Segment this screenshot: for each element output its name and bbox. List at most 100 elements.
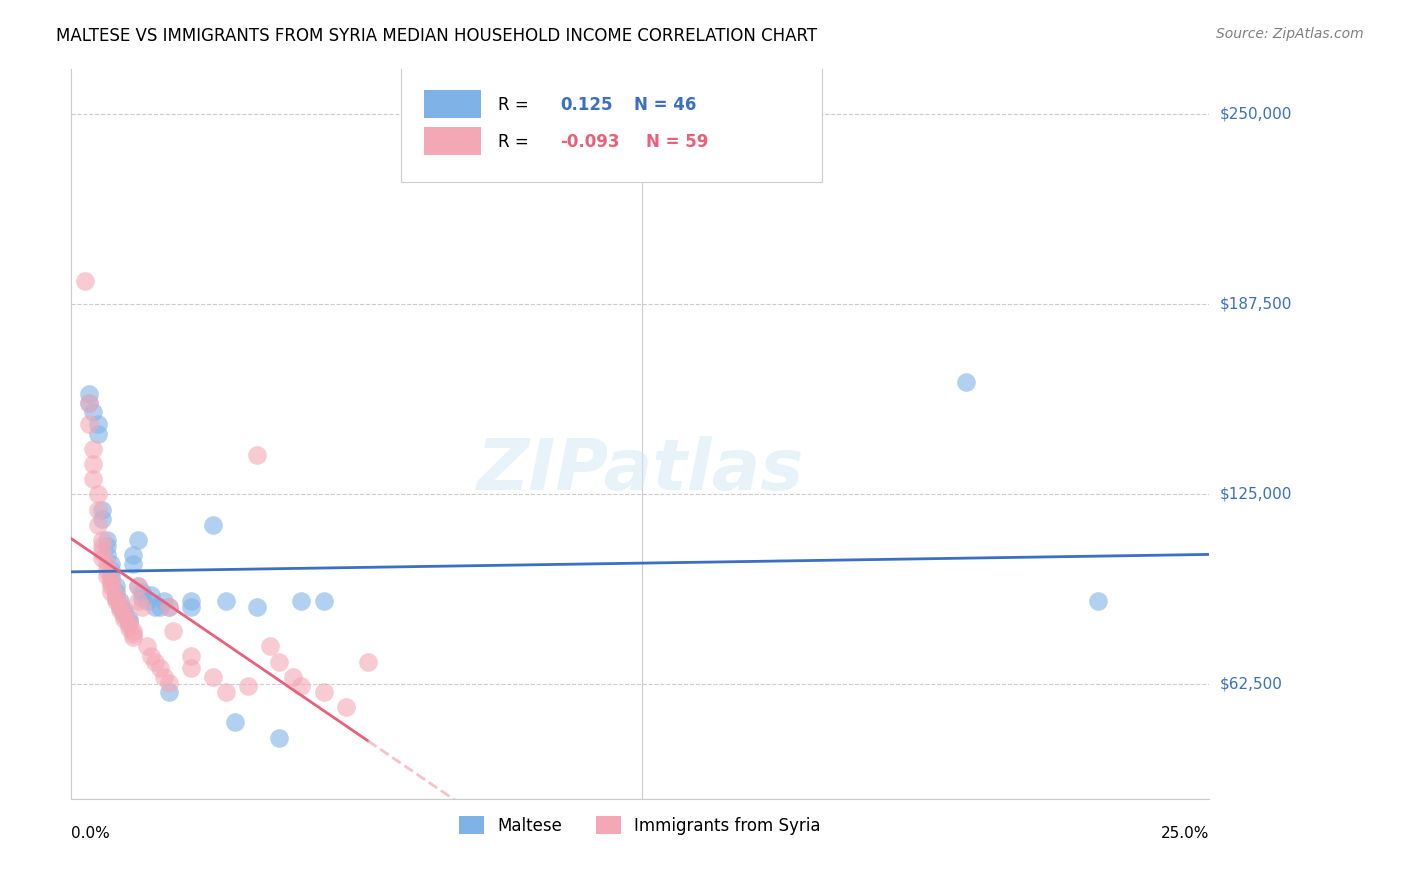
Point xyxy=(118,621,141,635)
Point xyxy=(139,588,162,602)
Point xyxy=(162,624,184,639)
Point xyxy=(215,685,238,699)
Point xyxy=(91,533,114,547)
Point xyxy=(139,648,162,663)
Text: 0.0%: 0.0% xyxy=(72,826,110,841)
Point xyxy=(100,558,122,572)
Text: 0.125: 0.125 xyxy=(561,96,613,114)
Point xyxy=(100,579,122,593)
Text: ZIPatlas: ZIPatlas xyxy=(477,435,804,505)
Point xyxy=(180,648,202,663)
Point xyxy=(269,655,291,669)
Text: $250,000: $250,000 xyxy=(1220,107,1292,121)
Point xyxy=(127,579,149,593)
Point xyxy=(122,627,145,641)
Text: N = 46: N = 46 xyxy=(634,96,697,114)
Point xyxy=(127,579,149,593)
Point xyxy=(153,670,176,684)
Point xyxy=(122,630,145,644)
Point xyxy=(91,512,114,526)
Point xyxy=(77,396,100,410)
Point xyxy=(143,655,166,669)
Point xyxy=(157,599,180,614)
Point xyxy=(238,679,260,693)
Point xyxy=(104,591,127,605)
Point xyxy=(87,487,110,501)
Point xyxy=(91,502,114,516)
Point xyxy=(77,387,100,401)
Text: R =: R = xyxy=(498,133,529,151)
Point xyxy=(180,594,202,608)
Point xyxy=(122,624,145,639)
Point xyxy=(96,558,118,572)
Point xyxy=(122,548,145,562)
Point xyxy=(335,700,357,714)
Point xyxy=(100,575,122,590)
Point xyxy=(157,676,180,690)
Point xyxy=(157,599,180,614)
Point xyxy=(87,517,110,532)
Point xyxy=(246,448,269,462)
Point xyxy=(118,612,141,626)
Point xyxy=(118,615,141,629)
Point xyxy=(100,563,122,577)
Text: $187,500: $187,500 xyxy=(1220,297,1292,312)
Point xyxy=(224,715,246,730)
Point xyxy=(108,597,131,611)
Point xyxy=(312,685,335,699)
Point xyxy=(96,533,118,547)
Point xyxy=(73,275,96,289)
Point xyxy=(281,670,304,684)
Point xyxy=(108,599,131,614)
Point xyxy=(82,457,104,471)
Point xyxy=(87,417,110,432)
Point xyxy=(96,539,118,553)
Text: $62,500: $62,500 xyxy=(1220,677,1284,692)
Point xyxy=(87,502,110,516)
Point xyxy=(96,563,118,577)
Point xyxy=(153,594,176,608)
Point xyxy=(135,594,157,608)
Point xyxy=(246,599,269,614)
Point xyxy=(82,442,104,456)
Point xyxy=(955,375,977,389)
Point xyxy=(96,548,118,562)
Point xyxy=(82,405,104,419)
Point xyxy=(357,655,380,669)
Point xyxy=(100,569,122,583)
Point xyxy=(201,670,224,684)
Point xyxy=(100,584,122,599)
Point xyxy=(127,594,149,608)
Point xyxy=(290,679,312,693)
Point xyxy=(215,594,238,608)
Legend: Maltese, Immigrants from Syria: Maltese, Immigrants from Syria xyxy=(453,810,828,841)
Point xyxy=(82,472,104,486)
Point xyxy=(112,609,135,624)
Point xyxy=(108,603,131,617)
Text: 25.0%: 25.0% xyxy=(1161,826,1209,841)
Point xyxy=(135,640,157,654)
Point xyxy=(312,594,335,608)
Point xyxy=(131,599,153,614)
Point xyxy=(77,417,100,432)
Text: -0.093: -0.093 xyxy=(561,133,620,151)
FancyBboxPatch shape xyxy=(401,65,823,182)
Point xyxy=(131,591,153,605)
Text: MALTESE VS IMMIGRANTS FROM SYRIA MEDIAN HOUSEHOLD INCOME CORRELATION CHART: MALTESE VS IMMIGRANTS FROM SYRIA MEDIAN … xyxy=(56,27,817,45)
Text: $125,000: $125,000 xyxy=(1220,487,1292,502)
Point xyxy=(112,606,135,620)
Point xyxy=(91,551,114,566)
Point xyxy=(104,579,127,593)
Point xyxy=(87,426,110,441)
Point xyxy=(108,599,131,614)
Point xyxy=(77,396,100,410)
Point xyxy=(259,640,281,654)
Point xyxy=(149,599,172,614)
Point xyxy=(118,615,141,629)
Point xyxy=(180,599,202,614)
Point xyxy=(112,606,135,620)
Point xyxy=(91,545,114,559)
Point xyxy=(157,685,180,699)
Point xyxy=(131,584,153,599)
Point xyxy=(269,731,291,745)
